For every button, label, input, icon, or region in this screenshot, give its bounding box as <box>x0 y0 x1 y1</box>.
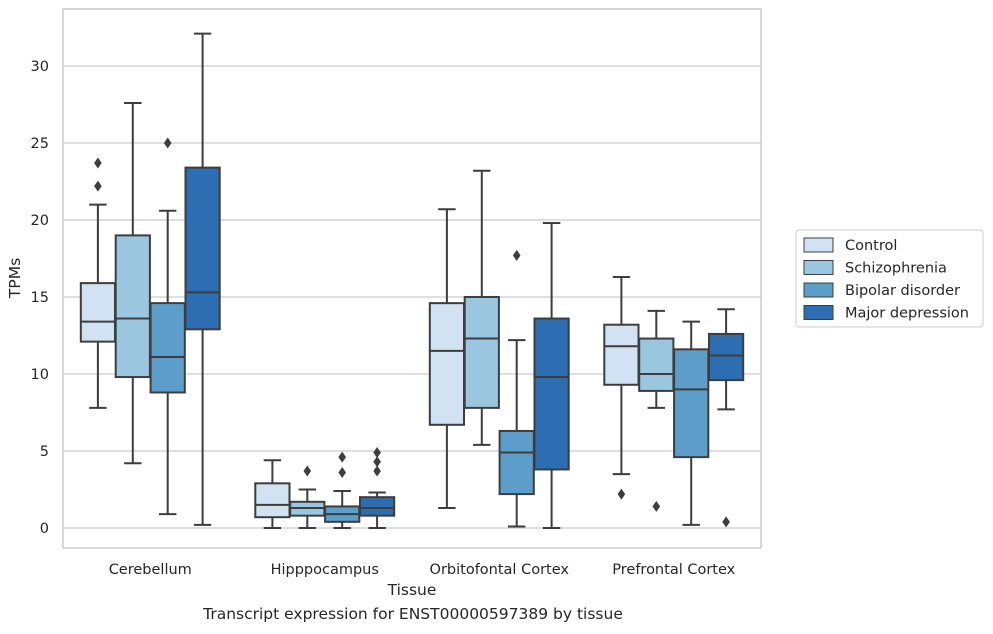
y-tick-label: 25 <box>31 136 49 152</box>
outlier-point <box>617 488 626 500</box>
y-tick-label: 20 <box>31 213 49 229</box>
outlier-point <box>163 137 172 149</box>
box <box>707 332 745 382</box>
outlier-point <box>94 180 102 192</box>
legend-swatch <box>803 237 834 253</box>
box-group <box>638 309 675 512</box>
figure-caption: Transcript expression for ENST0000059738… <box>203 605 623 623</box>
legend-label: Bipolar disorder <box>845 283 960 299</box>
box-group <box>79 157 117 409</box>
legend-swatch <box>803 305 834 320</box>
box <box>358 496 396 517</box>
plot-frame <box>62 8 762 549</box>
legend-label: Control <box>845 238 897 254</box>
legend-label: Schizophrenia <box>845 261 947 277</box>
outlier-point <box>652 500 661 512</box>
outlier-point <box>303 465 312 477</box>
x-tick-label: Cerebellum <box>109 562 192 578</box>
outlier-point <box>94 157 102 169</box>
x-tick-label: Prefrontal Cortex <box>612 562 735 578</box>
x-tick-label: Orbitofontal Cortex <box>430 562 570 578</box>
x-tick-label: Hipppocampus <box>271 562 379 578</box>
y-tick-labels: 0 5 10 15 20 25 30 <box>31 59 49 537</box>
outlier-point <box>338 467 346 479</box>
y-tick-label: 15 <box>31 290 49 306</box>
box <box>254 482 291 519</box>
legend-swatch <box>803 260 834 275</box>
box-group <box>289 465 326 529</box>
box-group <box>603 275 640 500</box>
box-group <box>324 451 361 529</box>
y-axis-label: TPMs <box>6 258 24 299</box>
y-tick-label: 10 <box>31 367 49 383</box>
legend-label: Major depression <box>845 306 969 322</box>
box <box>603 323 640 386</box>
outlier-point <box>722 516 730 528</box>
y-tick-label: 0 <box>40 521 49 537</box>
box-group <box>533 222 570 529</box>
box-group <box>358 447 396 529</box>
box-group <box>428 208 466 509</box>
legend-swatch <box>803 282 834 298</box>
outlier-point <box>373 447 381 459</box>
box-group <box>114 101 151 465</box>
outlier-point <box>373 465 381 477</box>
outlier-point <box>512 249 521 261</box>
legend-frame <box>795 229 984 328</box>
box <box>463 295 500 409</box>
x-axis-label: Tissue <box>387 581 437 599</box>
box-group <box>707 308 745 528</box>
legend: Control Schizophrenia Bipolar disorder Majo… <box>795 229 984 328</box>
box <box>114 234 151 379</box>
x-tick-labels: Cerebellum Hipppocampus Orbitofontal Corte… <box>109 562 736 578</box>
box-group <box>184 32 221 526</box>
y-tick-label: 5 <box>40 444 49 460</box>
box <box>638 337 675 392</box>
box <box>184 166 221 331</box>
box-group <box>498 249 535 528</box>
box-group <box>673 320 710 526</box>
outlier-point <box>338 451 346 463</box>
box <box>498 429 535 496</box>
box <box>79 282 117 343</box>
outlier-point <box>373 456 381 468</box>
box <box>149 302 186 394</box>
box <box>673 348 710 459</box>
box <box>428 302 466 426</box>
box-group <box>463 169 500 446</box>
y-tick-label: 30 <box>31 59 49 75</box>
box-group <box>254 459 291 529</box>
box <box>533 317 570 471</box>
boxes <box>79 32 745 529</box>
box-group <box>149 137 186 516</box>
